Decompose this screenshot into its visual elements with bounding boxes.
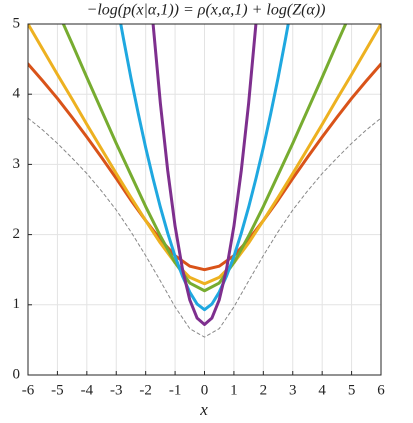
curve [28, 62, 381, 272]
x-tick-label: -6 [22, 382, 35, 398]
x-tick-label: 6 [377, 382, 385, 398]
y-tick-label: 1 [13, 296, 21, 312]
curve [119, 24, 290, 312]
x-tick-label: -3 [110, 382, 123, 398]
y-tick-label: 2 [13, 226, 21, 242]
x-tick-label: -5 [51, 382, 64, 398]
y-tick-label: 0 [13, 366, 21, 382]
curve [28, 117, 381, 338]
plot-lines [28, 24, 381, 338]
y-tick-label: 5 [13, 15, 21, 31]
x-tick-label: 4 [318, 382, 326, 398]
x-tick-label: -1 [169, 382, 182, 398]
x-tick-label: 3 [289, 382, 297, 398]
curve [61, 24, 348, 293]
x-axis-label: x [199, 400, 208, 419]
curve [151, 24, 258, 326]
x-tick-label: -4 [81, 382, 94, 398]
x-tick-label: 2 [260, 382, 268, 398]
x-tick-label: 0 [201, 382, 209, 398]
x-tick-label: -2 [139, 382, 152, 398]
curve [28, 24, 381, 286]
y-tick-label: 4 [13, 86, 21, 102]
x-tick-label: 1 [230, 382, 238, 398]
y-tick-label: 3 [13, 156, 21, 172]
chart-title: −log(p(x|α,1)) = ρ(x,α,1) + log(Z(α)) [87, 2, 326, 19]
x-tick-label: 5 [348, 382, 356, 398]
